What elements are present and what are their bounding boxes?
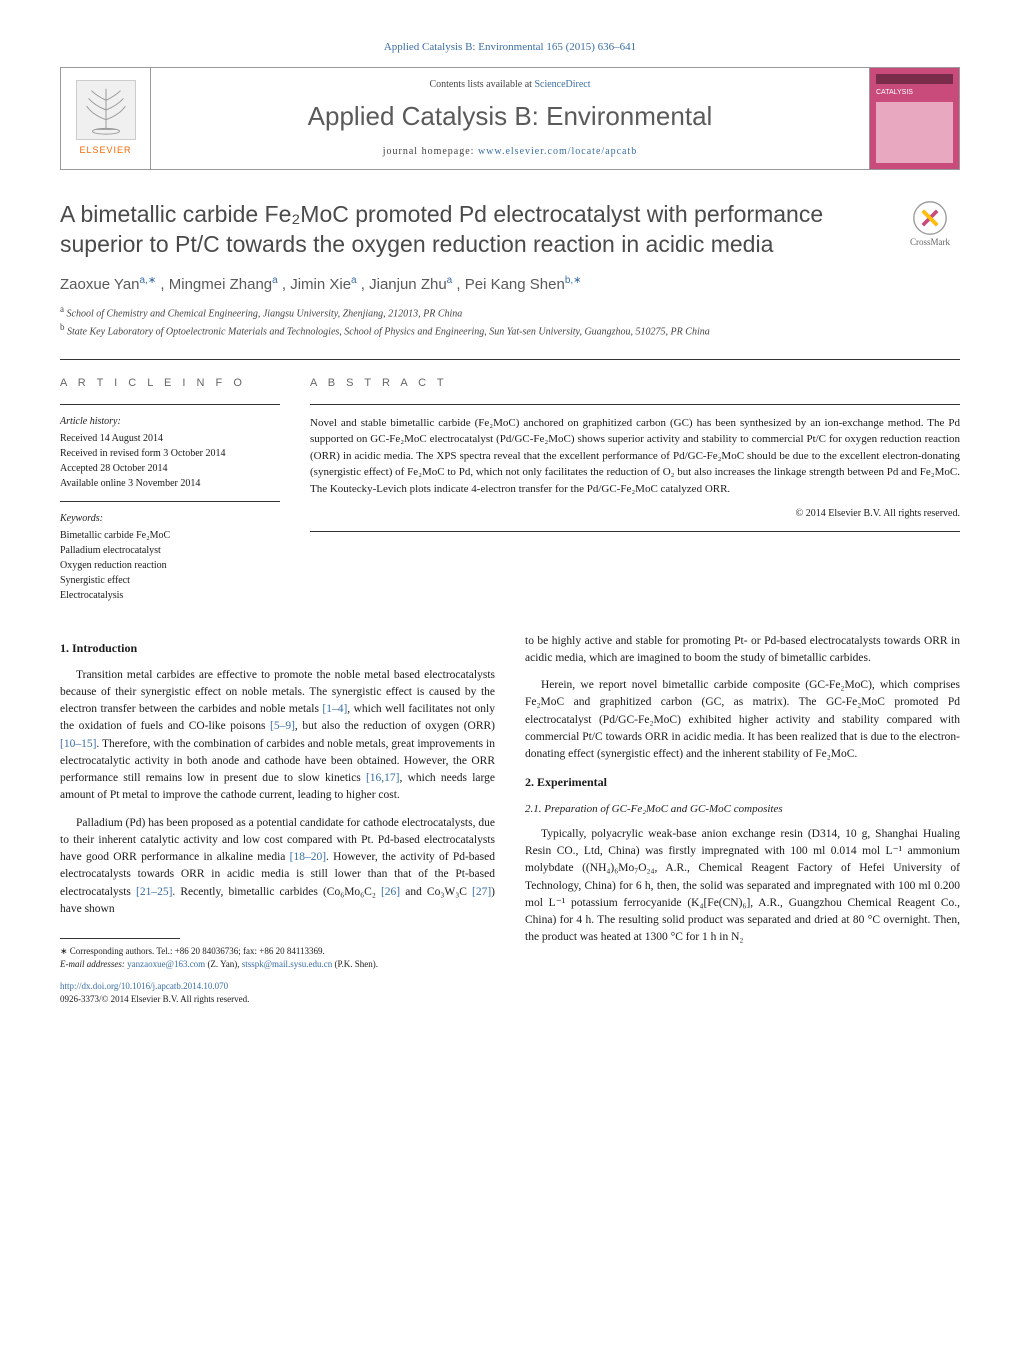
journal-header: ELSEVIER Contents lists available at Sci…	[60, 67, 960, 169]
keyword: Bimetallic carbide Fe₂MoC	[60, 528, 280, 543]
crossmark-label: CrossMark	[910, 236, 950, 249]
journal-citation-link[interactable]: Applied Catalysis B: Environmental 165 (…	[384, 41, 636, 53]
section-1-heading: 1. Introduction	[60, 639, 495, 657]
article-info-heading: A R T I C L E I N F O	[60, 376, 280, 391]
email-link[interactable]: stsspk@mail.sysu.edu.cn	[242, 959, 333, 969]
issn-copyright: 0926-3373/© 2014 Elsevier B.V. All right…	[60, 993, 495, 1006]
abstract-heading: A B S T R A C T	[310, 376, 960, 391]
ref-link[interactable]: [1–4]	[322, 703, 347, 715]
paragraph: Typically, polyacrylic weak-base anion e…	[525, 826, 960, 947]
paragraph: Palladium (Pd) has been proposed as a po…	[60, 815, 495, 919]
keyword: Palladium electrocatalyst	[60, 543, 280, 558]
paragraph: Herein, we report novel bimetallic carbi…	[525, 677, 960, 763]
header-center: Contents lists available at ScienceDirec…	[151, 68, 869, 168]
doi-link[interactable]: http://dx.doi.org/10.1016/j.apcatb.2014.…	[60, 981, 228, 991]
authors-list: Zaoxue Yana,∗ , Mingmei Zhanga , Jimin X…	[60, 274, 960, 295]
paragraph: Transition metal carbides are effective …	[60, 667, 495, 805]
journal-title: Applied Catalysis B: Environmental	[308, 98, 713, 134]
doi-block: http://dx.doi.org/10.1016/j.apcatb.2014.…	[60, 980, 495, 1005]
email-link[interactable]: yanzaoxue@163.com	[127, 959, 205, 969]
elsevier-brand-text: ELSEVIER	[79, 144, 131, 157]
keyword: Oxygen reduction reaction	[60, 558, 280, 573]
ref-link[interactable]: [16,17]	[366, 772, 400, 784]
corresponding-note: ∗ Corresponding authors. Tel.: +86 20 84…	[60, 945, 495, 970]
ref-link[interactable]: [26]	[381, 886, 400, 898]
journal-cover-thumbnail[interactable]: CATALYSIS	[869, 68, 959, 168]
affiliation-a: School of Chemistry and Chemical Enginee…	[64, 308, 462, 319]
right-column: to be highly active and stable for promo…	[525, 633, 960, 1006]
left-column: 1. Introduction Transition metal carbide…	[60, 633, 495, 1006]
paragraph: to be highly active and stable for promo…	[525, 633, 960, 668]
author: , Jimin Xie	[282, 276, 351, 293]
keyword: Electrocatalysis	[60, 588, 280, 603]
keyword: Synergistic effect	[60, 573, 280, 588]
keywords-label: Keywords:	[60, 512, 280, 526]
sciencedirect-link[interactable]: ScienceDirect	[534, 79, 590, 90]
elsevier-logo[interactable]: ELSEVIER	[61, 68, 151, 168]
date-accepted: Accepted 28 October 2014	[60, 461, 280, 476]
author: , Pei Kang Shen	[456, 276, 564, 293]
journal-homepage: journal homepage: www.elsevier.com/locat…	[383, 145, 638, 159]
history-label: Article history:	[60, 415, 280, 429]
ref-link[interactable]: [5–9]	[270, 720, 295, 732]
cover-mini-title: CATALYSIS	[876, 88, 953, 98]
ref-link[interactable]: [10–15]	[60, 738, 96, 750]
section-2-heading: 2. Experimental	[525, 773, 960, 791]
ref-link[interactable]: [18–20]	[290, 851, 326, 863]
affiliation-b: State Key Laboratory of Optoelectronic M…	[65, 326, 710, 337]
author: , Mingmei Zhang	[160, 276, 272, 293]
abstract-copyright: © 2014 Elsevier B.V. All rights reserved…	[310, 507, 960, 521]
article-info-sidebar: A R T I C L E I N F O Article history: R…	[60, 376, 280, 602]
abstract-text: Novel and stable bimetallic carbide (Fe₂…	[310, 415, 960, 498]
section-2-1-heading: 2.1. Preparation of GC-Fe₂MoC and GC-MoC…	[525, 801, 960, 818]
date-revised: Received in revised form 3 October 2014	[60, 446, 280, 461]
date-online: Available online 3 November 2014	[60, 476, 280, 491]
contents-available: Contents lists available at ScienceDirec…	[429, 78, 590, 92]
ref-link[interactable]: [21–25]	[136, 886, 172, 898]
affiliations: a School of Chemistry and Chemical Engin…	[60, 303, 960, 340]
ref-link[interactable]: [27]	[472, 886, 491, 898]
homepage-link[interactable]: www.elsevier.com/locate/apcatb	[478, 146, 637, 157]
journal-citation: Applied Catalysis B: Environmental 165 (…	[60, 40, 960, 55]
author: , Jianjun Zhu	[361, 276, 447, 293]
author: Zaoxue Yan	[60, 276, 140, 293]
elsevier-tree-icon	[76, 80, 136, 140]
article-body: 1. Introduction Transition metal carbide…	[60, 633, 960, 1006]
corresp-tel: ∗ Corresponding authors. Tel.: +86 20 84…	[60, 945, 495, 958]
crossmark-icon	[912, 200, 948, 236]
abstract-block: A B S T R A C T Novel and stable bimetal…	[310, 376, 960, 602]
date-received: Received 14 August 2014	[60, 431, 280, 446]
crossmark-badge[interactable]: CrossMark	[900, 200, 960, 249]
article-title: A bimetallic carbide Fe₂MoC promoted Pd …	[60, 200, 880, 260]
